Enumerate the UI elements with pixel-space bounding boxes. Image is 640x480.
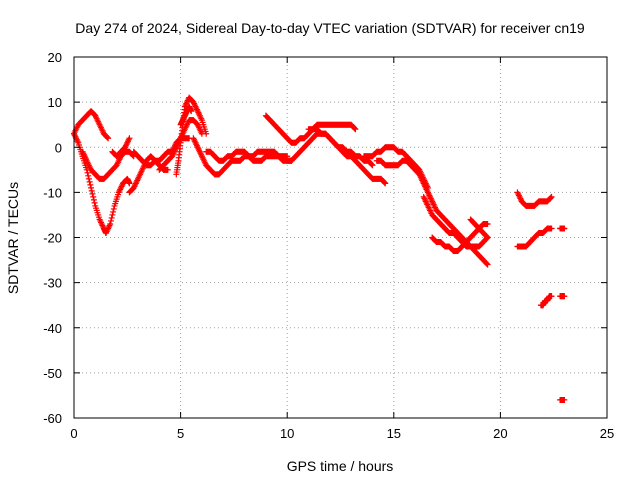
data-point xyxy=(91,199,98,206)
x-axis-label: GPS time / hours xyxy=(287,458,394,474)
grid-lines xyxy=(74,57,607,418)
series-seg10 xyxy=(177,103,195,128)
x-tick-labels: 0 5 10 15 20 25 xyxy=(70,426,614,441)
data-point xyxy=(85,175,92,182)
y-tick-label: -40 xyxy=(43,321,62,336)
data-point xyxy=(369,162,376,169)
y-tick-label: -20 xyxy=(43,231,62,246)
data-point xyxy=(110,205,117,212)
data-point xyxy=(90,193,97,200)
series-seg13 xyxy=(262,112,359,146)
x-tick-label: 0 xyxy=(70,426,77,441)
series-seg18 xyxy=(420,193,491,250)
data-point xyxy=(107,220,114,227)
series-seg25 xyxy=(557,293,568,300)
series-seg26 xyxy=(557,396,568,403)
series-seg22 xyxy=(514,225,555,250)
series-seg15 xyxy=(305,126,376,169)
series-seg3 xyxy=(102,175,133,236)
data-point xyxy=(108,214,115,221)
data-point xyxy=(484,220,491,227)
data-point xyxy=(548,225,555,232)
y-tick-labels: 20 10 0 -10 -20 -30 -40 -50 -60 xyxy=(43,50,62,426)
data-point xyxy=(126,180,133,187)
series-seg5 xyxy=(126,153,171,196)
data-point xyxy=(107,217,114,224)
data-point xyxy=(561,396,568,403)
data-point xyxy=(164,166,171,173)
data-point xyxy=(547,194,554,201)
data-point xyxy=(561,225,568,232)
data-point xyxy=(548,293,555,300)
data-point xyxy=(352,126,359,133)
data-point xyxy=(88,184,95,191)
data-point xyxy=(87,181,94,188)
series-seg4 xyxy=(79,148,137,182)
data-point xyxy=(483,233,490,240)
data-point xyxy=(89,190,96,197)
data-point xyxy=(110,208,117,215)
x-tick-label: 20 xyxy=(493,426,507,441)
data-point xyxy=(85,172,92,179)
x-tick-label: 25 xyxy=(600,426,614,441)
data-point xyxy=(381,179,388,186)
data-point xyxy=(484,261,491,268)
data-point xyxy=(484,234,491,241)
y-axis-label: SDTVAR / TECUs xyxy=(5,182,21,294)
series-seg9 xyxy=(156,117,205,173)
data-point xyxy=(483,260,490,267)
data-point xyxy=(368,161,375,168)
series-seg23 xyxy=(557,225,568,232)
y-tick-label: -60 xyxy=(43,411,62,426)
chart-title: Day 274 of 2024, Sidereal Day-to-day VTE… xyxy=(75,20,585,36)
data-points xyxy=(71,94,568,403)
y-tick-label: 20 xyxy=(48,50,62,65)
data-point xyxy=(90,196,97,203)
y-tick-label: 10 xyxy=(48,95,62,110)
y-tick-label: 0 xyxy=(55,140,62,155)
series-seg24 xyxy=(537,293,555,309)
data-point xyxy=(548,193,555,200)
y-tick-label: -10 xyxy=(43,185,62,200)
series-seg21 xyxy=(514,189,555,209)
series-seg6 xyxy=(109,135,133,160)
data-point xyxy=(84,169,91,176)
x-tick-label: 15 xyxy=(387,426,401,441)
data-point xyxy=(198,130,205,137)
y-tick-label: -50 xyxy=(43,366,62,381)
axis-ticks xyxy=(73,56,608,419)
series-seg20 xyxy=(467,216,491,241)
series-seg2 xyxy=(71,130,109,236)
data-point xyxy=(351,125,358,132)
y-tick-label: -30 xyxy=(43,276,62,291)
data-point xyxy=(104,134,111,141)
data-point xyxy=(109,211,116,218)
series-seg12 xyxy=(203,148,291,164)
data-point xyxy=(561,293,568,300)
x-tick-label: 5 xyxy=(177,426,184,441)
data-point xyxy=(188,108,195,115)
data-point xyxy=(86,178,93,185)
data-point xyxy=(88,187,95,194)
plot-frame xyxy=(73,56,608,419)
data-point xyxy=(126,135,133,142)
x-tick-label: 10 xyxy=(280,426,294,441)
series-seg16 xyxy=(360,144,431,191)
data-point xyxy=(382,180,389,187)
data-point xyxy=(105,135,112,142)
